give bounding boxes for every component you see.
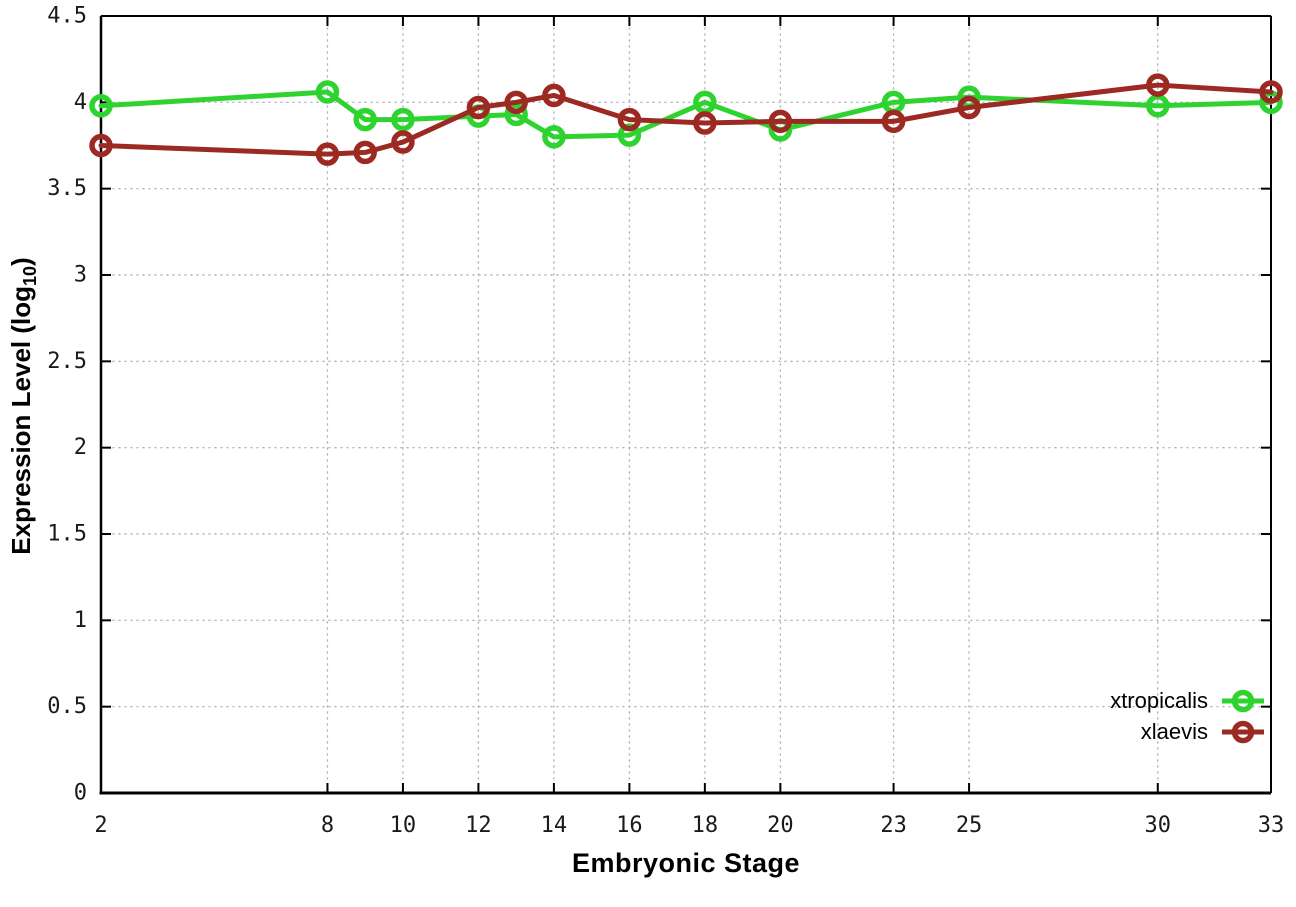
x-axis-title: Embryonic Stage xyxy=(571,848,801,878)
x-tick-label: 30 xyxy=(1145,813,1172,838)
data-point-marker xyxy=(504,102,528,127)
data-point-marker xyxy=(957,95,981,120)
y-tick-label: 2.5 xyxy=(47,349,87,374)
series-xlaevis xyxy=(89,73,1283,166)
y-axis-title: Expression Level (log10) xyxy=(6,196,42,616)
plot-border xyxy=(99,15,1272,795)
x-tick-label: 14 xyxy=(541,813,568,838)
x-tick-label: 23 xyxy=(880,813,907,838)
x-tick-label: 18 xyxy=(692,813,719,838)
data-point-marker xyxy=(542,125,566,149)
data-point-marker xyxy=(1259,80,1283,104)
y-tick-label: 4.5 xyxy=(47,4,87,29)
data-point-marker xyxy=(542,83,566,108)
x-tick-label: 2 xyxy=(94,813,107,838)
y-tick-label: 3 xyxy=(74,263,87,288)
x-tick-label: 8 xyxy=(321,813,334,838)
legend-entry-xlaevis: xlaevis xyxy=(1110,716,1266,747)
data-point-marker xyxy=(617,107,642,132)
data-point-marker xyxy=(391,130,415,154)
legend-marker-xlaevis xyxy=(1222,720,1264,743)
data-point-marker xyxy=(353,140,377,165)
data-point-marker xyxy=(353,107,377,132)
legend-sample-marker xyxy=(1231,689,1255,712)
legend-sample-marker xyxy=(1231,720,1255,743)
x-tick-label: 20 xyxy=(767,813,794,838)
tick-labels: 2 8 10 12 14 16 18 20 23 25 30 33 0 0.5 1 1.5 2 2.5 3 3.5 4 4… xyxy=(47,4,1284,839)
legend-label: xlaevis xyxy=(1140,718,1208,744)
y-tick-label: 0 xyxy=(74,781,87,806)
legend-entry-xtropicalis: xtropicalis xyxy=(1110,685,1266,716)
y-tick-label: 1.5 xyxy=(47,522,87,547)
data-point-marker xyxy=(693,111,717,135)
x-tick-label: 25 xyxy=(956,813,983,838)
y-axis-title-close: ) xyxy=(6,257,36,266)
data-point-marker xyxy=(315,142,340,166)
data-point-marker xyxy=(504,90,528,115)
x-tick-label: 12 xyxy=(465,813,492,838)
data-point-marker xyxy=(1146,73,1170,97)
y-tick-label: 1 xyxy=(74,608,87,633)
data-point-marker xyxy=(89,94,113,118)
legend-label: xtropicalis xyxy=(1110,687,1208,713)
legend: xtropicalis xlaevis xyxy=(1110,685,1266,747)
x-tick-label: 33 xyxy=(1258,813,1285,838)
y-tick-label: 3.5 xyxy=(47,176,87,201)
y-axis-title-subscript: 10 xyxy=(20,265,41,286)
x-tick-label: 16 xyxy=(616,813,643,838)
y-tick-label: 4 xyxy=(74,90,87,115)
data-point-marker xyxy=(315,80,340,104)
axis-ticks xyxy=(100,15,1272,794)
data-point-marker xyxy=(89,133,113,158)
legend-marker-xtropicalis xyxy=(1222,689,1264,712)
y-tick-label: 2 xyxy=(74,435,87,460)
data-point-marker xyxy=(391,107,415,132)
x-tick-label: 10 xyxy=(390,813,417,838)
y-axis-title-text: Expression Level (log xyxy=(6,285,36,555)
data-point-marker xyxy=(466,95,491,120)
gridlines xyxy=(100,15,1272,794)
y-tick-label: 0.5 xyxy=(47,694,87,719)
series-line-xtropicalis xyxy=(98,89,1274,140)
data-point-marker xyxy=(768,109,793,134)
data-point-marker xyxy=(881,109,906,134)
series-xtropicalis xyxy=(89,80,1283,149)
